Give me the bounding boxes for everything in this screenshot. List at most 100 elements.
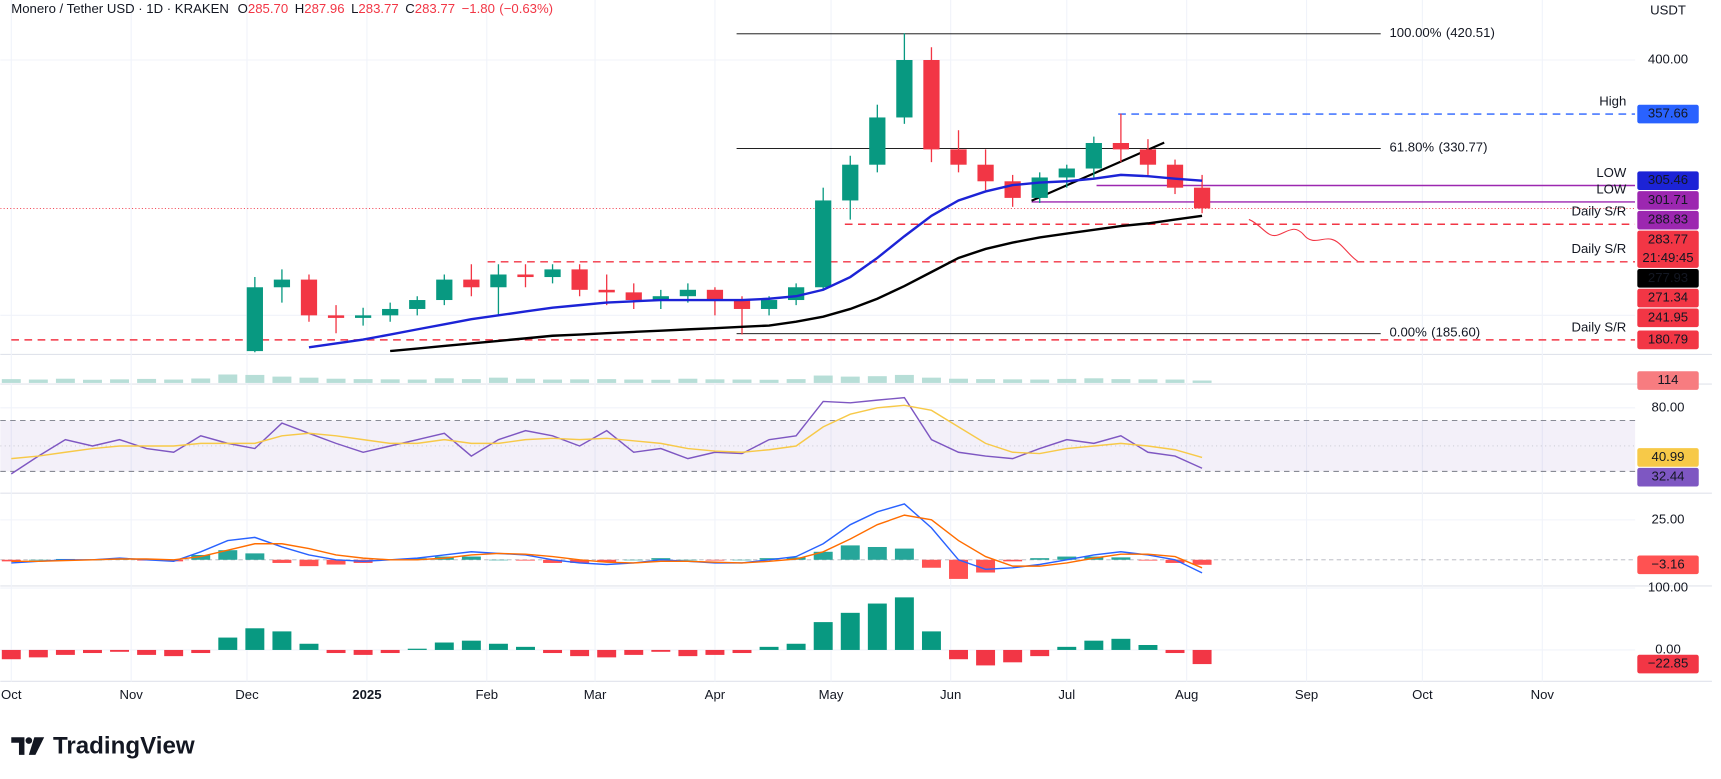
candle-body [1112, 142, 1130, 150]
histogram-bar [516, 559, 535, 561]
histogram-bar [894, 548, 914, 560]
fib-ratio: 61.80% [1389, 140, 1434, 155]
bar [299, 377, 319, 383]
bar [678, 378, 698, 383]
bar [813, 375, 833, 383]
level-label: Daily S/R [1571, 204, 1626, 219]
level-label: LOW [1596, 165, 1627, 180]
bar [1165, 379, 1185, 383]
bar [949, 378, 968, 383]
histogram-bar [1192, 559, 1212, 565]
y-tick-label: 25.00 [1652, 511, 1685, 526]
bar [921, 377, 941, 383]
bar [488, 643, 508, 650]
price-badge-label: 271.34 [1648, 290, 1688, 305]
bar [894, 597, 914, 650]
bar [759, 646, 779, 650]
histogram-bar [705, 559, 725, 561]
price-badge [1637, 371, 1699, 390]
symbol-title: Monero / Tether USD · 1D · KRAKEN [11, 1, 229, 16]
bar [407, 648, 427, 650]
y-tick-label: 0.00 [1655, 641, 1681, 656]
bar [867, 603, 887, 650]
bar [191, 649, 211, 654]
price-badge-label: 21:49:45 [1642, 250, 1693, 265]
bar [759, 379, 779, 383]
bar [272, 631, 292, 650]
axes: Oct Nov Dec 2025 Feb Mar Apr May Jun Jul Aug Sep Oct… [1, 2, 1699, 702]
indicator-panels [0, 374, 1636, 666]
bar [218, 637, 238, 650]
bar [218, 374, 238, 383]
bar [1192, 380, 1212, 383]
candle-body [842, 164, 859, 201]
level-label: Daily S/R [1571, 319, 1626, 334]
ohlc-value: 285.70 [248, 1, 288, 16]
candle-body [327, 315, 345, 318]
header: Monero / Tether USD · 1D · KRAKEN O285.70… [11, 1, 553, 16]
bar [245, 374, 265, 383]
bar [1084, 378, 1104, 383]
histogram-bar [272, 559, 292, 563]
x-tick-label: Mar [584, 687, 607, 702]
fib-label: 61.80% (330.77) [1389, 140, 1487, 155]
histogram-bar [651, 558, 671, 560]
histogram-bar [976, 559, 996, 573]
price-badge-label: 305.46 [1648, 172, 1688, 187]
candle-body [544, 269, 561, 278]
ohlc-key: H [295, 1, 305, 16]
histogram-bar [326, 559, 346, 565]
fib-price: (420.51) [1446, 25, 1495, 40]
histogram-bar [759, 558, 779, 560]
histogram-bar [813, 551, 833, 560]
bar [1030, 649, 1050, 657]
histogram-bar [624, 559, 644, 561]
price-badge [1637, 467, 1699, 487]
rsi-band [0, 420, 1636, 472]
bar [570, 379, 590, 383]
price-badge-label: 283.77 [1648, 231, 1688, 246]
oscillator-group [1, 597, 1212, 666]
fib-ratio: 0.00% [1389, 325, 1427, 340]
bar [570, 649, 590, 657]
histogram-bar [164, 559, 184, 562]
bar [434, 378, 454, 383]
price-badge [1637, 210, 1699, 230]
bar [786, 643, 806, 650]
bar [1, 379, 21, 383]
x-tick-label: Feb [475, 687, 498, 702]
y-tick-label: 100.00 [1648, 580, 1688, 595]
logo-mark [28, 737, 45, 755]
price-badge [1637, 230, 1699, 268]
x-tick-label: Apr [705, 687, 726, 702]
logo-mark [11, 737, 25, 755]
candle-body [300, 279, 318, 316]
candle-body [977, 164, 994, 182]
bar [786, 379, 806, 383]
ohlc-value: 283.77 [415, 1, 455, 16]
bar [543, 649, 563, 654]
bar [813, 622, 833, 650]
candle-body [436, 279, 453, 301]
candle-body [1085, 142, 1102, 169]
bar [191, 378, 211, 383]
bar [624, 379, 644, 383]
bar [164, 379, 184, 383]
change-percent: (−0.63%) [499, 1, 553, 16]
bar [732, 649, 752, 654]
currency: USDT [1650, 2, 1686, 17]
candle-body [1058, 168, 1075, 178]
price-badge-label: −3.16 [1651, 556, 1684, 571]
price-badge [1637, 191, 1699, 210]
bar [543, 379, 563, 383]
histogram-bar [732, 559, 752, 561]
bar [55, 378, 75, 383]
candle-body [733, 300, 751, 309]
price-badge [1637, 288, 1699, 308]
bar [949, 649, 968, 660]
bar [1003, 379, 1023, 383]
bar [651, 379, 671, 383]
candle-body [463, 279, 480, 288]
